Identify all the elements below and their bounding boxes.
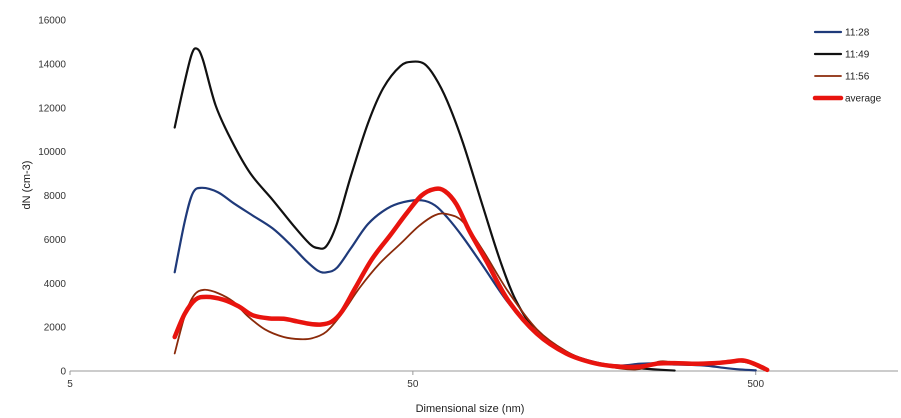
legend-label: 11:49 bbox=[845, 50, 870, 61]
y-tick-label: 12000 bbox=[38, 103, 66, 114]
y-tick-label: 6000 bbox=[44, 235, 67, 246]
series-line-11-56 bbox=[173, 212, 763, 371]
y-tick-label: 8000 bbox=[44, 191, 67, 202]
legend: 11:28 11:49 11:56 average bbox=[812, 28, 882, 105]
legend-label: 11:56 bbox=[845, 72, 870, 83]
series-line-average bbox=[172, 186, 770, 373]
y-tick-label: 0 bbox=[60, 367, 66, 378]
x-axis-title: Dimensional size (nm) bbox=[416, 403, 525, 415]
legend-label: average bbox=[845, 94, 882, 105]
x-axis-ticks: 5 50 500 bbox=[67, 371, 765, 390]
y-tick-label: 14000 bbox=[38, 59, 66, 70]
x-tick-label: 500 bbox=[747, 379, 764, 390]
y-tick-label: 4000 bbox=[44, 279, 67, 290]
x-tick-label: 50 bbox=[407, 379, 419, 390]
series-line-11-49 bbox=[173, 47, 676, 372]
y-tick-label: 10000 bbox=[38, 147, 66, 158]
series-layer bbox=[172, 47, 770, 373]
y-tick-label: 16000 bbox=[38, 16, 66, 27]
series-line-11-28 bbox=[173, 186, 757, 372]
legend-label: 11:28 bbox=[845, 28, 870, 39]
y-axis-ticks: 0 2000 4000 6000 8000 10000 12000 14000 16000 bbox=[38, 16, 66, 378]
y-tick-label: 2000 bbox=[44, 323, 67, 334]
y-axis-title: dN (cm-3) bbox=[21, 161, 33, 210]
x-tick-label: 5 bbox=[67, 379, 73, 390]
